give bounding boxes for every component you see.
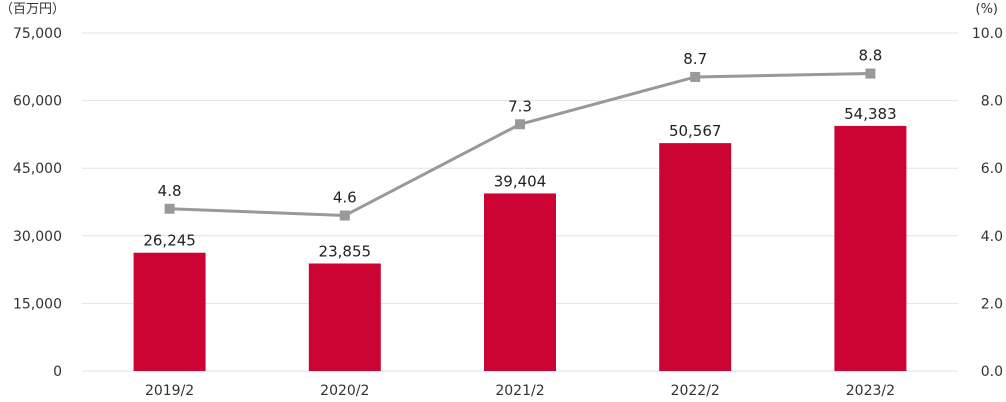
line-marker (164, 203, 175, 214)
bar-value-label: 26,245 (143, 232, 196, 250)
line-marker (515, 119, 525, 130)
bar (659, 143, 732, 371)
y-tick-label: 45,000 (13, 161, 62, 177)
bar (484, 193, 556, 371)
x-tick-label: 2022/2 (671, 383, 720, 399)
y-tick-label: 30,000 (13, 229, 62, 245)
y2-tick-label: 8.0 (981, 94, 1003, 110)
line-value-label: 8.7 (683, 50, 707, 68)
bar-value-label: 50,567 (669, 122, 722, 140)
bar-value-label: 54,383 (844, 105, 897, 123)
bars (133, 125, 907, 372)
line-value-label: 7.3 (508, 97, 532, 115)
y2-axis-unit-label: (%) (976, 2, 999, 17)
line-value-label: 4.8 (158, 182, 182, 200)
y-tick-label: 0 (53, 364, 62, 380)
y-tick-label: 15,000 (13, 296, 62, 312)
y2-tick-label: 4.0 (981, 229, 1003, 245)
y2-tick-label: 2.0 (981, 296, 1003, 312)
bar (834, 125, 907, 372)
line-marker (865, 68, 876, 79)
line-series (164, 68, 876, 221)
x-tick-label: 2021/2 (495, 383, 544, 399)
y-axis-unit-label: （百万円） (0, 2, 65, 17)
line-marker (339, 210, 350, 221)
y-tick-label: 60,000 (13, 94, 62, 110)
bar-value-label: 23,855 (319, 242, 372, 260)
line-marker (690, 71, 701, 82)
y2-tick-label: 10.0 (972, 26, 1003, 42)
line-value-label: 8.8 (858, 47, 882, 65)
data-labels: 26,245 23,855 39,404 50,567 54,383 4.8 4.6 7.3 8… (143, 47, 896, 261)
y2-tick-label: 6.0 (981, 161, 1003, 177)
x-tick-label: 2023/2 (846, 383, 895, 399)
bar (308, 263, 381, 371)
y2-tick-label: 0.0 (981, 364, 1003, 380)
bar (133, 252, 206, 371)
y-tick-label: 75,000 (13, 26, 62, 42)
line-value-label: 4.6 (333, 189, 357, 207)
x-tick-label: 2020/2 (320, 383, 369, 399)
x-tick-label: 2019/2 (145, 383, 194, 399)
bar-value-label: 39,404 (494, 172, 547, 190)
